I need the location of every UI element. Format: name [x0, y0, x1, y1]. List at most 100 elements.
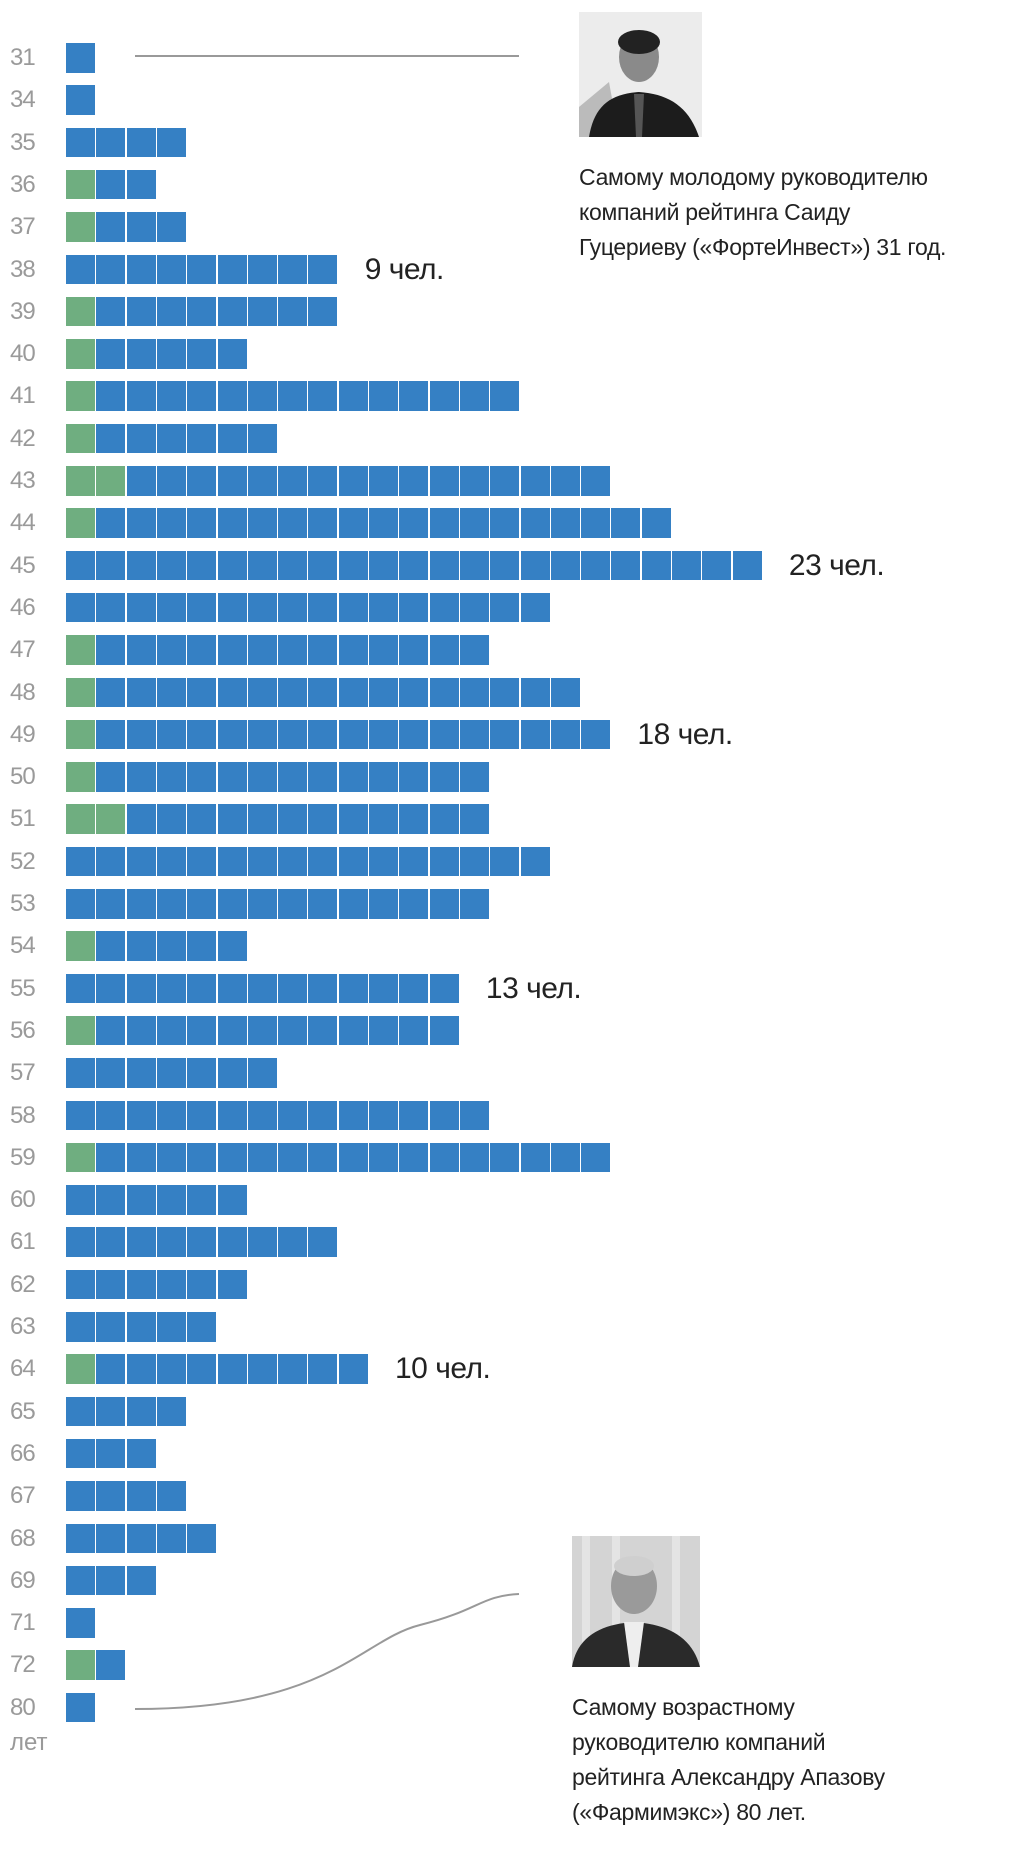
blue-square-45 [520, 550, 550, 581]
blue-square-60 [187, 1185, 217, 1215]
blue-square-37 [126, 212, 156, 242]
blue-square-44 [96, 508, 126, 538]
age-label-64: 64 [10, 1355, 36, 1383]
green-square-51 [66, 804, 96, 834]
connector-oldest [134, 1593, 520, 1710]
blue-square-52 [490, 846, 520, 877]
age-label-71: 71 [10, 1609, 36, 1637]
blue-square-49 [96, 719, 126, 750]
blue-square-49 [550, 719, 580, 750]
blue-square-45 [732, 550, 762, 581]
blue-square-60 [156, 1185, 186, 1215]
blue-square-58 [96, 1100, 126, 1130]
blue-square-48 [247, 677, 277, 707]
blue-square-45 [247, 550, 277, 581]
blue-square-58 [278, 1100, 308, 1130]
blue-square-65 [156, 1396, 186, 1427]
caption-oldest: Самому возрастному руководителю компаний р… [572, 1690, 1002, 1830]
blue-square-51 [308, 804, 338, 834]
green-square-50 [66, 762, 96, 792]
green-square-40 [66, 339, 96, 369]
blue-square-47 [338, 635, 368, 665]
blue-square-49 [581, 719, 611, 750]
blue-square-45 [399, 550, 429, 581]
blue-square-49 [520, 719, 550, 750]
blue-square-48 [96, 677, 126, 707]
blue-square-44 [490, 508, 520, 538]
blue-square-55 [429, 973, 459, 1004]
green-square-59 [66, 1142, 96, 1173]
blue-square-50 [399, 762, 429, 792]
blue-square-52 [278, 846, 308, 877]
blue-square-44 [611, 508, 641, 538]
blue-square-46 [520, 592, 550, 623]
blue-square-58 [126, 1100, 156, 1130]
blue-square-59 [581, 1142, 611, 1173]
blue-square-52 [369, 846, 399, 877]
blue-square-55 [187, 973, 217, 1004]
blue-square-47 [126, 635, 156, 665]
blue-square-42 [96, 423, 126, 454]
blue-square-53 [187, 889, 217, 919]
blue-square-62 [96, 1269, 126, 1300]
blue-square-58 [459, 1100, 489, 1130]
blue-square-38 [126, 254, 156, 284]
blue-square-71 [66, 1608, 96, 1638]
blue-square-56 [96, 1015, 126, 1046]
age-label-48: 48 [10, 678, 36, 706]
blue-square-49 [429, 719, 459, 750]
blue-square-49 [369, 719, 399, 750]
blue-square-41 [399, 381, 429, 411]
blue-square-43 [369, 466, 399, 496]
blue-square-50 [96, 762, 126, 792]
blue-square-44 [278, 508, 308, 538]
age-label-38: 38 [10, 255, 36, 283]
blue-square-63 [126, 1312, 156, 1342]
blue-square-56 [126, 1015, 156, 1046]
blue-square-45 [490, 550, 520, 581]
blue-square-55 [338, 973, 368, 1004]
blue-square-42 [187, 423, 217, 454]
blue-square-45 [187, 550, 217, 581]
blue-square-36 [96, 169, 126, 200]
age-label-63: 63 [10, 1313, 36, 1340]
blue-square-46 [338, 592, 368, 623]
blue-square-53 [66, 889, 96, 919]
blue-square-60 [66, 1185, 96, 1215]
blue-square-53 [308, 889, 338, 919]
blue-square-41 [278, 381, 308, 411]
blue-square-53 [338, 889, 368, 919]
blue-square-38 [308, 254, 338, 284]
blue-square-45 [156, 550, 186, 581]
blue-square-44 [550, 508, 580, 538]
blue-square-61 [96, 1227, 126, 1257]
blue-square-45 [611, 550, 641, 581]
blue-square-57 [156, 1058, 186, 1088]
green-square-72 [66, 1650, 96, 1680]
blue-square-44 [126, 508, 156, 538]
blue-square-49 [156, 719, 186, 750]
blue-square-45 [672, 550, 702, 581]
green-square-44 [66, 508, 96, 538]
blue-square-58 [308, 1100, 338, 1130]
blue-square-36 [126, 169, 156, 200]
caption-line: рейтинга Александру Апазову [572, 1764, 885, 1790]
blue-square-39 [187, 296, 217, 327]
blue-square-62 [187, 1269, 217, 1300]
count-annotation-38: 9 чел. [364, 252, 445, 286]
blue-square-61 [308, 1227, 338, 1257]
blue-square-46 [490, 592, 520, 623]
blue-square-64 [308, 1354, 338, 1384]
green-square-51 [96, 804, 126, 834]
blue-square-43 [459, 466, 489, 496]
blue-square-46 [459, 592, 489, 623]
blue-square-45 [308, 550, 338, 581]
blue-square-49 [490, 719, 520, 750]
blue-square-55 [399, 973, 429, 1004]
blue-square-38 [247, 254, 277, 284]
blue-square-56 [429, 1015, 459, 1046]
blue-square-51 [338, 804, 368, 834]
blue-square-47 [278, 635, 308, 665]
blue-square-43 [338, 466, 368, 496]
blue-square-68 [66, 1523, 96, 1553]
